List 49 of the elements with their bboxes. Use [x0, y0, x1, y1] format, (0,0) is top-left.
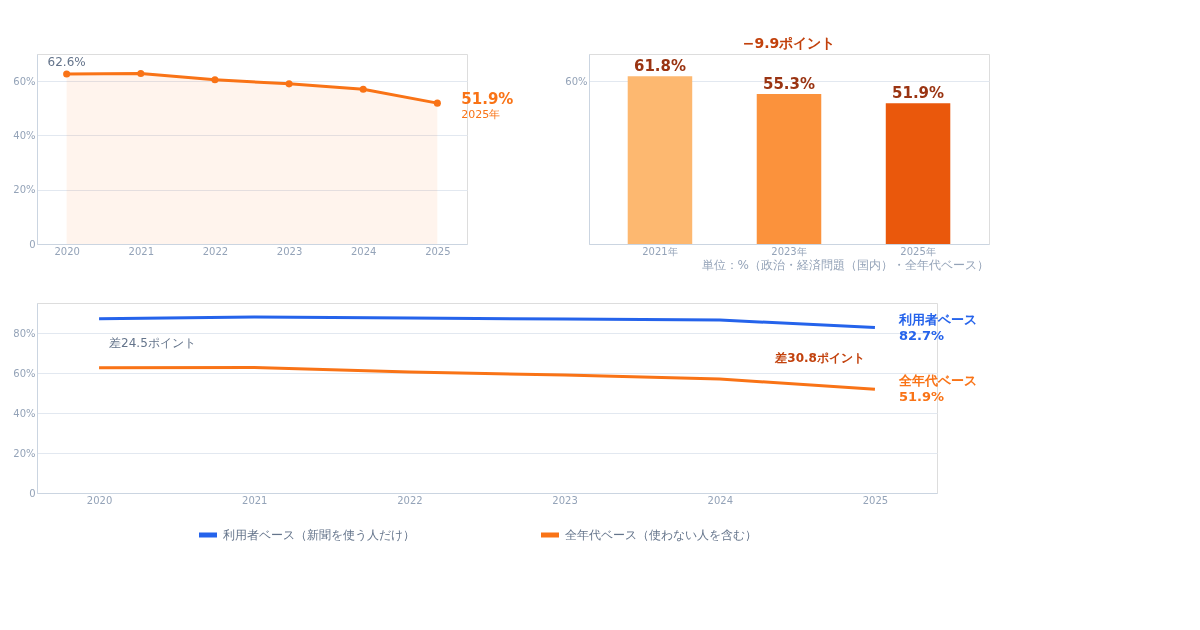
y-tick-label: 20%: [13, 447, 36, 459]
x-tick-label: 2025: [425, 245, 451, 257]
data-label: 55.3%: [762, 74, 816, 93]
point: [137, 70, 145, 78]
y-tick-label: 40%: [13, 129, 36, 141]
annotation: 差24.5ポイント: [109, 336, 196, 351]
text: −9.9ポイント: [742, 35, 836, 51]
x-tick-label: 2024: [350, 245, 377, 257]
x-tick-label: 2020: [54, 245, 80, 257]
x-tick-label: 2023: [276, 245, 303, 257]
point: [211, 76, 219, 84]
point: [63, 70, 71, 78]
annotation: 全年代ベース: [897, 373, 977, 389]
x-tick-label: 2025年: [900, 245, 936, 257]
point: [433, 99, 441, 107]
point: [359, 85, 367, 93]
x-tick-label: 2021: [128, 245, 155, 257]
data-label: 62.6%: [47, 55, 86, 70]
x-tick-label: 2023年: [771, 245, 807, 257]
x-tick-label: 2023: [552, 494, 578, 506]
data-label: 82.7%: [898, 327, 945, 343]
line-series: [97, 315, 877, 330]
data-label: 51.9%: [461, 90, 514, 109]
x-tick-label: 2024: [707, 494, 733, 506]
data-label: 51.9%: [892, 84, 945, 103]
point: [285, 80, 293, 88]
x-tick-label: 2022: [397, 494, 423, 506]
y-tick-label: 60%: [13, 75, 36, 87]
x-tick-label: 2022: [202, 245, 229, 257]
line-series: [97, 365, 877, 391]
y-tick-label: 80%: [13, 327, 36, 339]
data-label: 61.8%: [633, 57, 686, 76]
data-label: 51.9%: [898, 389, 945, 405]
annotation: 2025年: [461, 108, 501, 122]
y-tick-label: 40%: [13, 407, 36, 419]
y-tick-label: 60%: [13, 367, 36, 379]
y-tick-label: 60%: [565, 75, 588, 87]
x-tick-label: 2021年: [642, 245, 678, 257]
y-tick-label: 0: [29, 487, 36, 499]
legend-label: 利用者ベース（新聞を使う人だけ）: [223, 528, 415, 542]
annotation: 利用者ベース: [897, 311, 977, 327]
text: 単位：%（政治・経済問題（国内）・全年代ベース）: [701, 258, 989, 272]
x-tick-label: 2025: [862, 494, 889, 506]
x-tick-label: 2021: [242, 494, 268, 506]
y-tick-label: 20%: [13, 184, 36, 196]
legend-label: 全年代ベース（使わない人を含む）: [565, 528, 757, 542]
annotation: 差30.8ポイント: [774, 351, 865, 366]
y-tick-label: 0: [29, 238, 36, 250]
x-tick-label: 2020: [86, 494, 113, 506]
